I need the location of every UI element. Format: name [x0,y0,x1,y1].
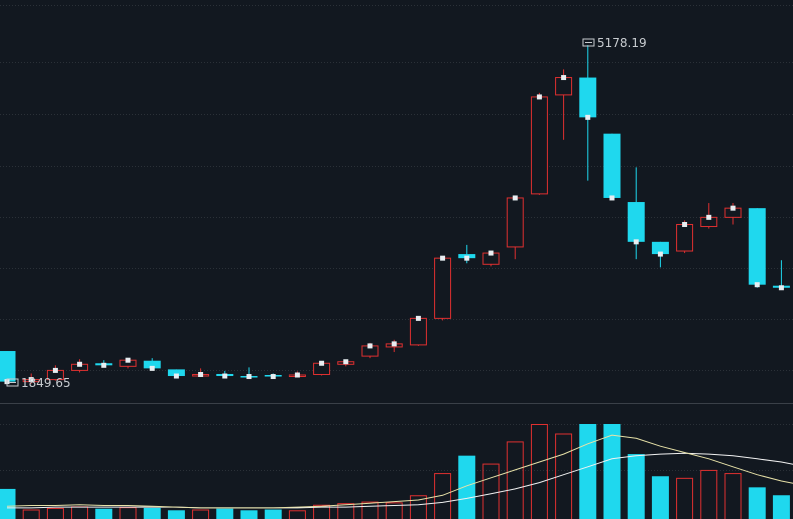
high-price-label: 5178.19 [597,36,647,50]
volume-bar [264,509,282,519]
close-marker [319,360,325,366]
close-marker [101,362,107,368]
volume-bar [385,502,403,519]
close-marker [585,114,591,120]
candle-body [0,351,16,382]
close-marker [125,357,131,363]
close-marker [778,285,784,291]
volume-bar [119,507,137,519]
volume-bar [0,488,16,519]
close-marker [270,374,276,380]
close-marker [440,255,446,261]
volume-bar [337,503,355,519]
volume-pane [0,424,790,519]
volume-bar [409,495,427,519]
close-marker [561,75,567,81]
candle-body [748,208,766,285]
volume-bar [143,507,161,519]
close-marker [294,372,300,378]
close-marker [730,205,736,211]
close-marker [464,255,470,261]
price-candles [0,45,790,385]
volume-bar [288,510,306,519]
close-marker [149,365,155,371]
volume-bar [506,441,524,519]
volume-bar [216,508,234,519]
high-marker-icon [582,38,595,47]
volume-bar [530,424,548,519]
candle-body [530,96,548,195]
volume-ma-long-line [7,452,793,509]
volume-bar [627,454,645,519]
candle-body [651,241,669,255]
volume-bar [482,463,500,519]
close-marker [198,371,204,377]
close-marker [173,373,179,379]
volume-bar [240,510,258,519]
close-marker [657,251,663,257]
volume-ma-short-line [6,434,793,509]
candle-body [143,360,161,369]
close-marker [609,195,615,201]
volume-bar [555,433,573,519]
close-marker [415,315,421,321]
low-price-label: 1849.65 [21,376,71,390]
candle-body [676,223,694,252]
candle-body [167,369,185,377]
volume-bar [676,477,694,519]
volume-bar [46,507,64,519]
chart-grid [0,5,793,471]
candle-body [409,317,427,346]
volume-bar [22,509,40,519]
candle-body [434,257,452,319]
close-marker [536,94,542,100]
close-marker [52,367,58,373]
close-marker [77,361,83,367]
volume-bar [579,424,597,519]
candle-body [506,197,524,248]
close-marker [391,341,397,347]
close-marker [343,359,349,365]
volume-bar [95,508,113,519]
low-marker-icon [6,378,19,387]
volume-bar [313,504,331,519]
candle-body [579,77,597,118]
volume-bar [748,487,766,519]
close-marker [682,221,688,227]
volume-bar [192,509,210,519]
volume-bar [167,510,185,519]
close-marker [28,377,34,383]
volume-bar [361,501,379,519]
candle-body [555,77,573,96]
close-marker [488,250,494,256]
volume-bar [772,495,790,519]
close-marker [222,373,228,379]
volume-bar [700,469,718,519]
close-marker [706,214,712,220]
close-marker [246,374,252,380]
close-marker [754,282,760,288]
volume-bar [603,424,621,519]
close-marker [512,195,518,201]
close-marker [633,239,639,245]
volume-bar [458,455,476,519]
volume-ma-lines [6,434,793,509]
volume-bar [724,473,742,519]
volume-bar [651,476,669,519]
volume-bar [71,506,89,519]
price-annotations: 5178.19 1849.65 [6,36,647,390]
candle-body [603,133,621,198]
candle-body [627,202,645,242]
close-marker [367,343,373,349]
